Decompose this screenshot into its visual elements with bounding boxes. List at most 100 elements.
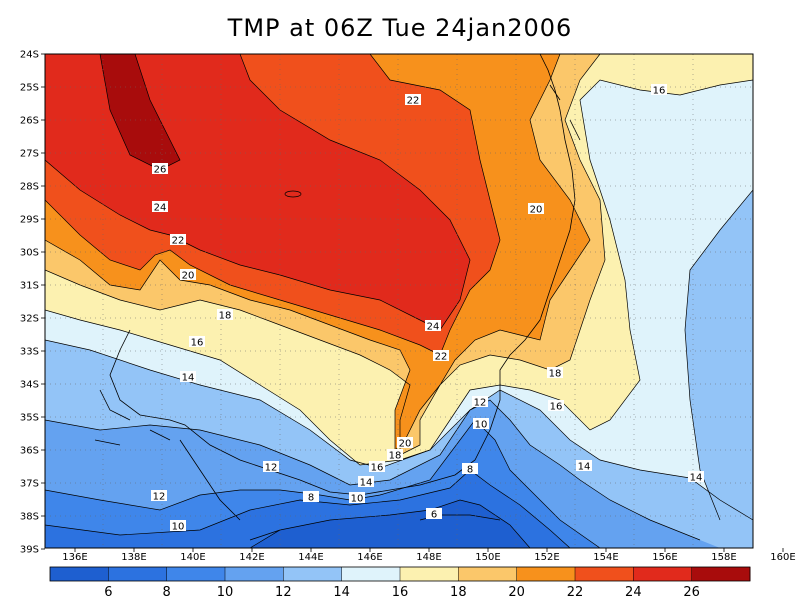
contour-label-bg [170, 520, 186, 531]
lat-label: 36S [20, 446, 39, 457]
contour-label: 22 [172, 236, 185, 247]
contour-label: 14 [690, 473, 703, 484]
contour-label-bg [263, 461, 279, 472]
contour-label-bg [548, 400, 564, 411]
lat-label: 25S [20, 83, 39, 94]
contour-label: 24 [427, 322, 440, 333]
contour-lines [45, 54, 753, 548]
contour-label-bg [547, 367, 563, 378]
lat-label: 39S [20, 545, 39, 556]
contour-label: 18 [549, 369, 562, 380]
colorbar-label: 16 [392, 585, 409, 600]
contour-label: 22 [435, 352, 448, 363]
latitude-labels: 24S 25S 26S 27S 28S 29S 30S 31S 32S 33S 34S 35S 36S 3… [20, 50, 45, 556]
colorbar-swatch [458, 567, 518, 581]
colorbar-swatch [691, 567, 751, 581]
contour-label: 14 [360, 478, 373, 489]
colorbar-swatch [225, 567, 284, 581]
band-28 [100, 54, 180, 170]
contour-label: 12 [153, 492, 166, 503]
colorbar-label: 26 [683, 585, 700, 600]
lon-label: 142E [239, 552, 264, 563]
contour-label: 12 [474, 398, 487, 409]
contour-label-bg [426, 508, 442, 519]
contour-label: 16 [550, 402, 563, 413]
contour-label: 8 [467, 465, 473, 476]
lon-label: 146E [357, 552, 382, 563]
contour-label: 22 [407, 96, 420, 107]
lat-label: 27S [20, 149, 39, 160]
lat-label: 33S [20, 347, 39, 358]
colorbar-label: 8 [163, 585, 171, 600]
contour-label: 20 [530, 205, 543, 216]
colorbar-swatch [50, 567, 109, 581]
lon-label: 156E [652, 552, 677, 563]
contour-label-bg [152, 163, 168, 174]
contour-label: 14 [578, 462, 591, 473]
contour-label-bg [462, 463, 478, 474]
contour-label-bg [170, 234, 186, 245]
contour-label-bg [387, 449, 403, 460]
contour-label-bg [433, 350, 449, 361]
contour-label: 6 [431, 510, 437, 521]
contour-label-bg [473, 418, 489, 429]
lat-label: 38S [20, 512, 39, 523]
contour-labels: 2624222224222020201818161616161814141414… [151, 84, 704, 533]
lon-label: 140E [180, 552, 205, 563]
contour-label-bg [358, 476, 374, 487]
map-title: TMP at 06Z Tue 24jan2006 [227, 14, 573, 42]
colorbar-label: 6 [104, 585, 112, 600]
colorbar-label: 10 [217, 585, 234, 600]
lon-label: 138E [121, 552, 146, 563]
contour-label: 16 [191, 338, 204, 349]
lon-label: 144E [298, 552, 323, 563]
lon-label: 154E [593, 552, 618, 563]
contour-label-bg [180, 371, 196, 382]
contour-label: 14 [182, 373, 195, 384]
contour-label-bg [651, 84, 667, 95]
contour-label-bg [151, 490, 167, 501]
contour-label-bg [472, 396, 488, 407]
contour-label-bg [189, 336, 205, 347]
colorbar-swatch [575, 567, 634, 581]
lon-label: 152E [534, 552, 559, 563]
contour-label-bg [528, 203, 544, 214]
contour-label: 18 [219, 311, 232, 322]
contour-label: 12 [265, 463, 278, 474]
contour-label-bg [405, 94, 421, 105]
contour-label: 10 [172, 522, 185, 533]
band-14-east [685, 190, 753, 548]
contour-label-bg [369, 461, 385, 472]
contour-label: 20 [399, 439, 412, 450]
colorbar-swatch [283, 567, 343, 581]
contour-label: 20 [182, 271, 195, 282]
lat-label: 28S [20, 182, 39, 193]
contour-label: 10 [475, 420, 488, 431]
colorbar: 6 8 10 12 14 16 18 20 22 24 26 [49, 566, 751, 600]
contour-label-bg [397, 437, 413, 448]
contour-label: 24 [154, 203, 167, 214]
colorbar-swatch [633, 567, 693, 581]
colorbar-swatch [516, 567, 576, 581]
lat-label: 34S [20, 380, 39, 391]
colorbar-swatch [166, 567, 226, 581]
lat-label: 32S [20, 314, 39, 325]
colorbar-swatch [400, 567, 459, 581]
longitude-labels: 136E 138E 140E 142E 144E 146E 148E 150E 152E 154E… [62, 548, 796, 563]
contour-label-bg [217, 309, 233, 320]
grid [45, 54, 753, 548]
contour-label-bg [576, 460, 592, 471]
contour-label: 16 [653, 86, 666, 97]
contour-label-bg [152, 201, 168, 212]
colorbar-swatch [341, 567, 401, 581]
lat-label: 31S [20, 281, 39, 292]
colorbar-label: 12 [275, 585, 292, 600]
colorbar-label: 18 [450, 585, 467, 600]
contour-label: 8 [308, 493, 314, 504]
contour-label-bg [349, 492, 365, 503]
lat-label: 37S [20, 479, 39, 490]
colorbar-label: 22 [567, 585, 584, 600]
contour-label-bg [303, 491, 319, 502]
lat-label: 29S [20, 215, 39, 226]
